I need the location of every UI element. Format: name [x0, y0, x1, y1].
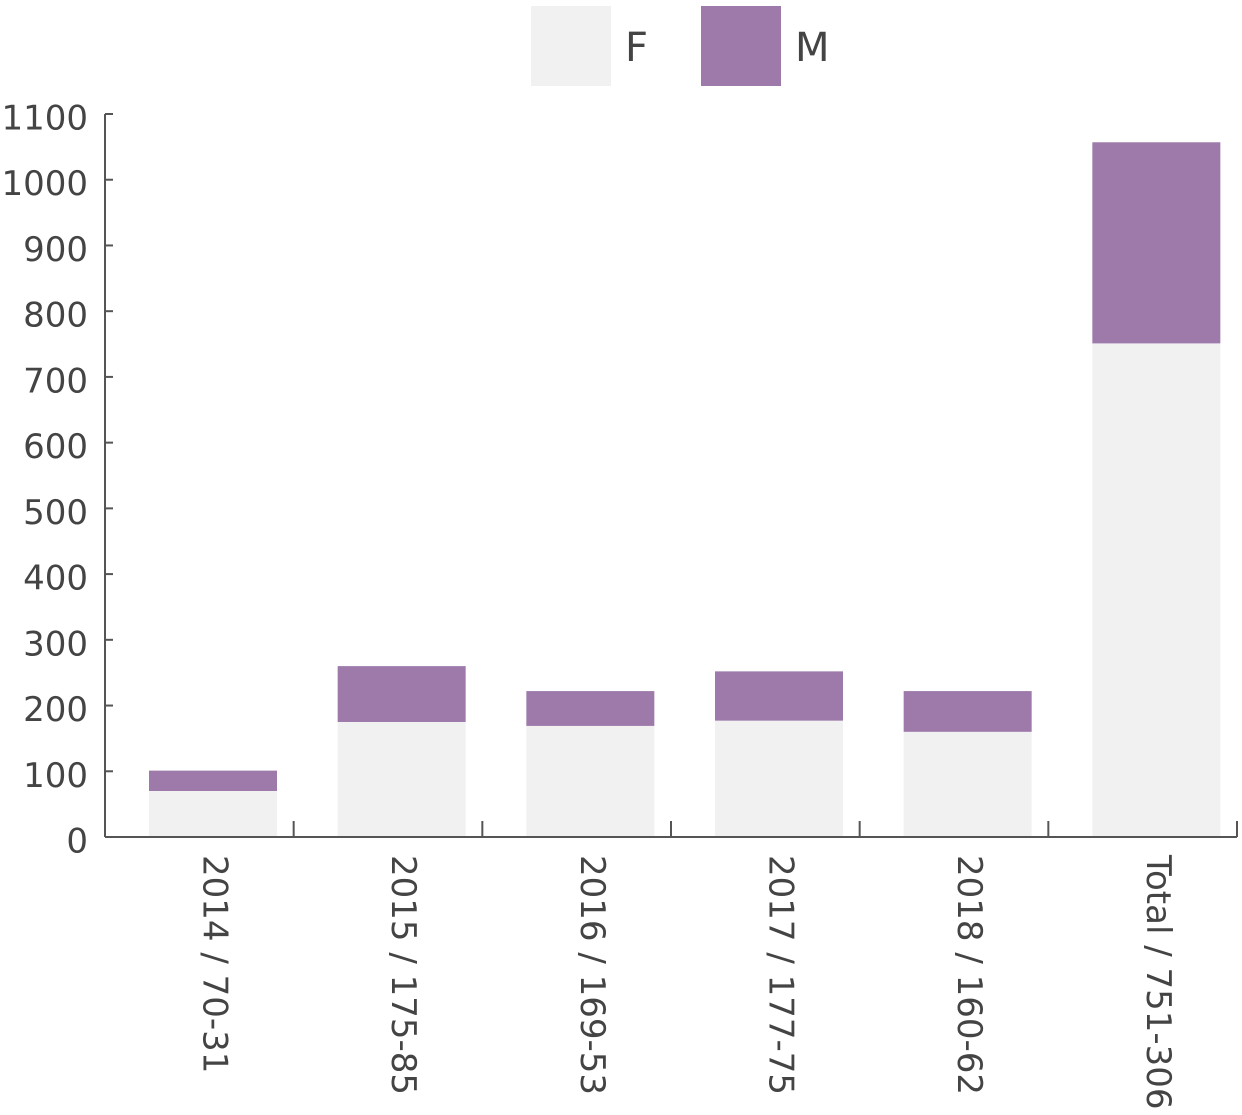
x-tick-label: 2018 / 160-62 — [949, 855, 989, 1095]
x-tick-label: 2016 / 169-53 — [572, 855, 612, 1095]
x-tick-label: 2017 / 177-75 — [761, 855, 801, 1095]
y-tick-label: 400 — [23, 559, 88, 599]
y-tick-label: 300 — [23, 624, 88, 664]
bar-segment — [149, 770, 277, 791]
y-tick-label: 200 — [23, 690, 88, 730]
bar-segment — [903, 691, 1032, 732]
y-tick-label: 800 — [23, 296, 88, 336]
bar-segment — [337, 666, 466, 722]
bar-segment — [1092, 142, 1221, 344]
y-tick-label: 1000 — [1, 164, 88, 204]
legend-label: M — [795, 25, 830, 71]
y-tick-label: 900 — [23, 230, 88, 270]
bar-segment — [337, 721, 466, 837]
bar-segment — [1092, 343, 1221, 837]
bar-segment — [149, 790, 277, 837]
x-tick-label: Total / 751-306 — [1138, 854, 1178, 1110]
bar-segment — [526, 691, 655, 726]
y-tick-label: 0 — [66, 822, 88, 862]
y-tick-label: 500 — [23, 493, 88, 533]
y-tick-label: 1100 — [1, 99, 88, 139]
y-tick-label: 600 — [23, 427, 88, 467]
x-tick-label: 2014 / 70-31 — [195, 855, 235, 1073]
bar-segment — [903, 731, 1032, 837]
y-tick-label: 100 — [23, 756, 88, 796]
legend-swatch — [701, 6, 781, 86]
legend-swatch — [531, 6, 611, 86]
y-tick-label: 700 — [23, 361, 88, 401]
x-tick-label: 2015 / 175-85 — [383, 855, 423, 1095]
legend-label: F — [625, 25, 648, 71]
bar-segment — [715, 671, 843, 721]
bar-segment — [715, 720, 843, 837]
bar-segment — [526, 725, 655, 837]
